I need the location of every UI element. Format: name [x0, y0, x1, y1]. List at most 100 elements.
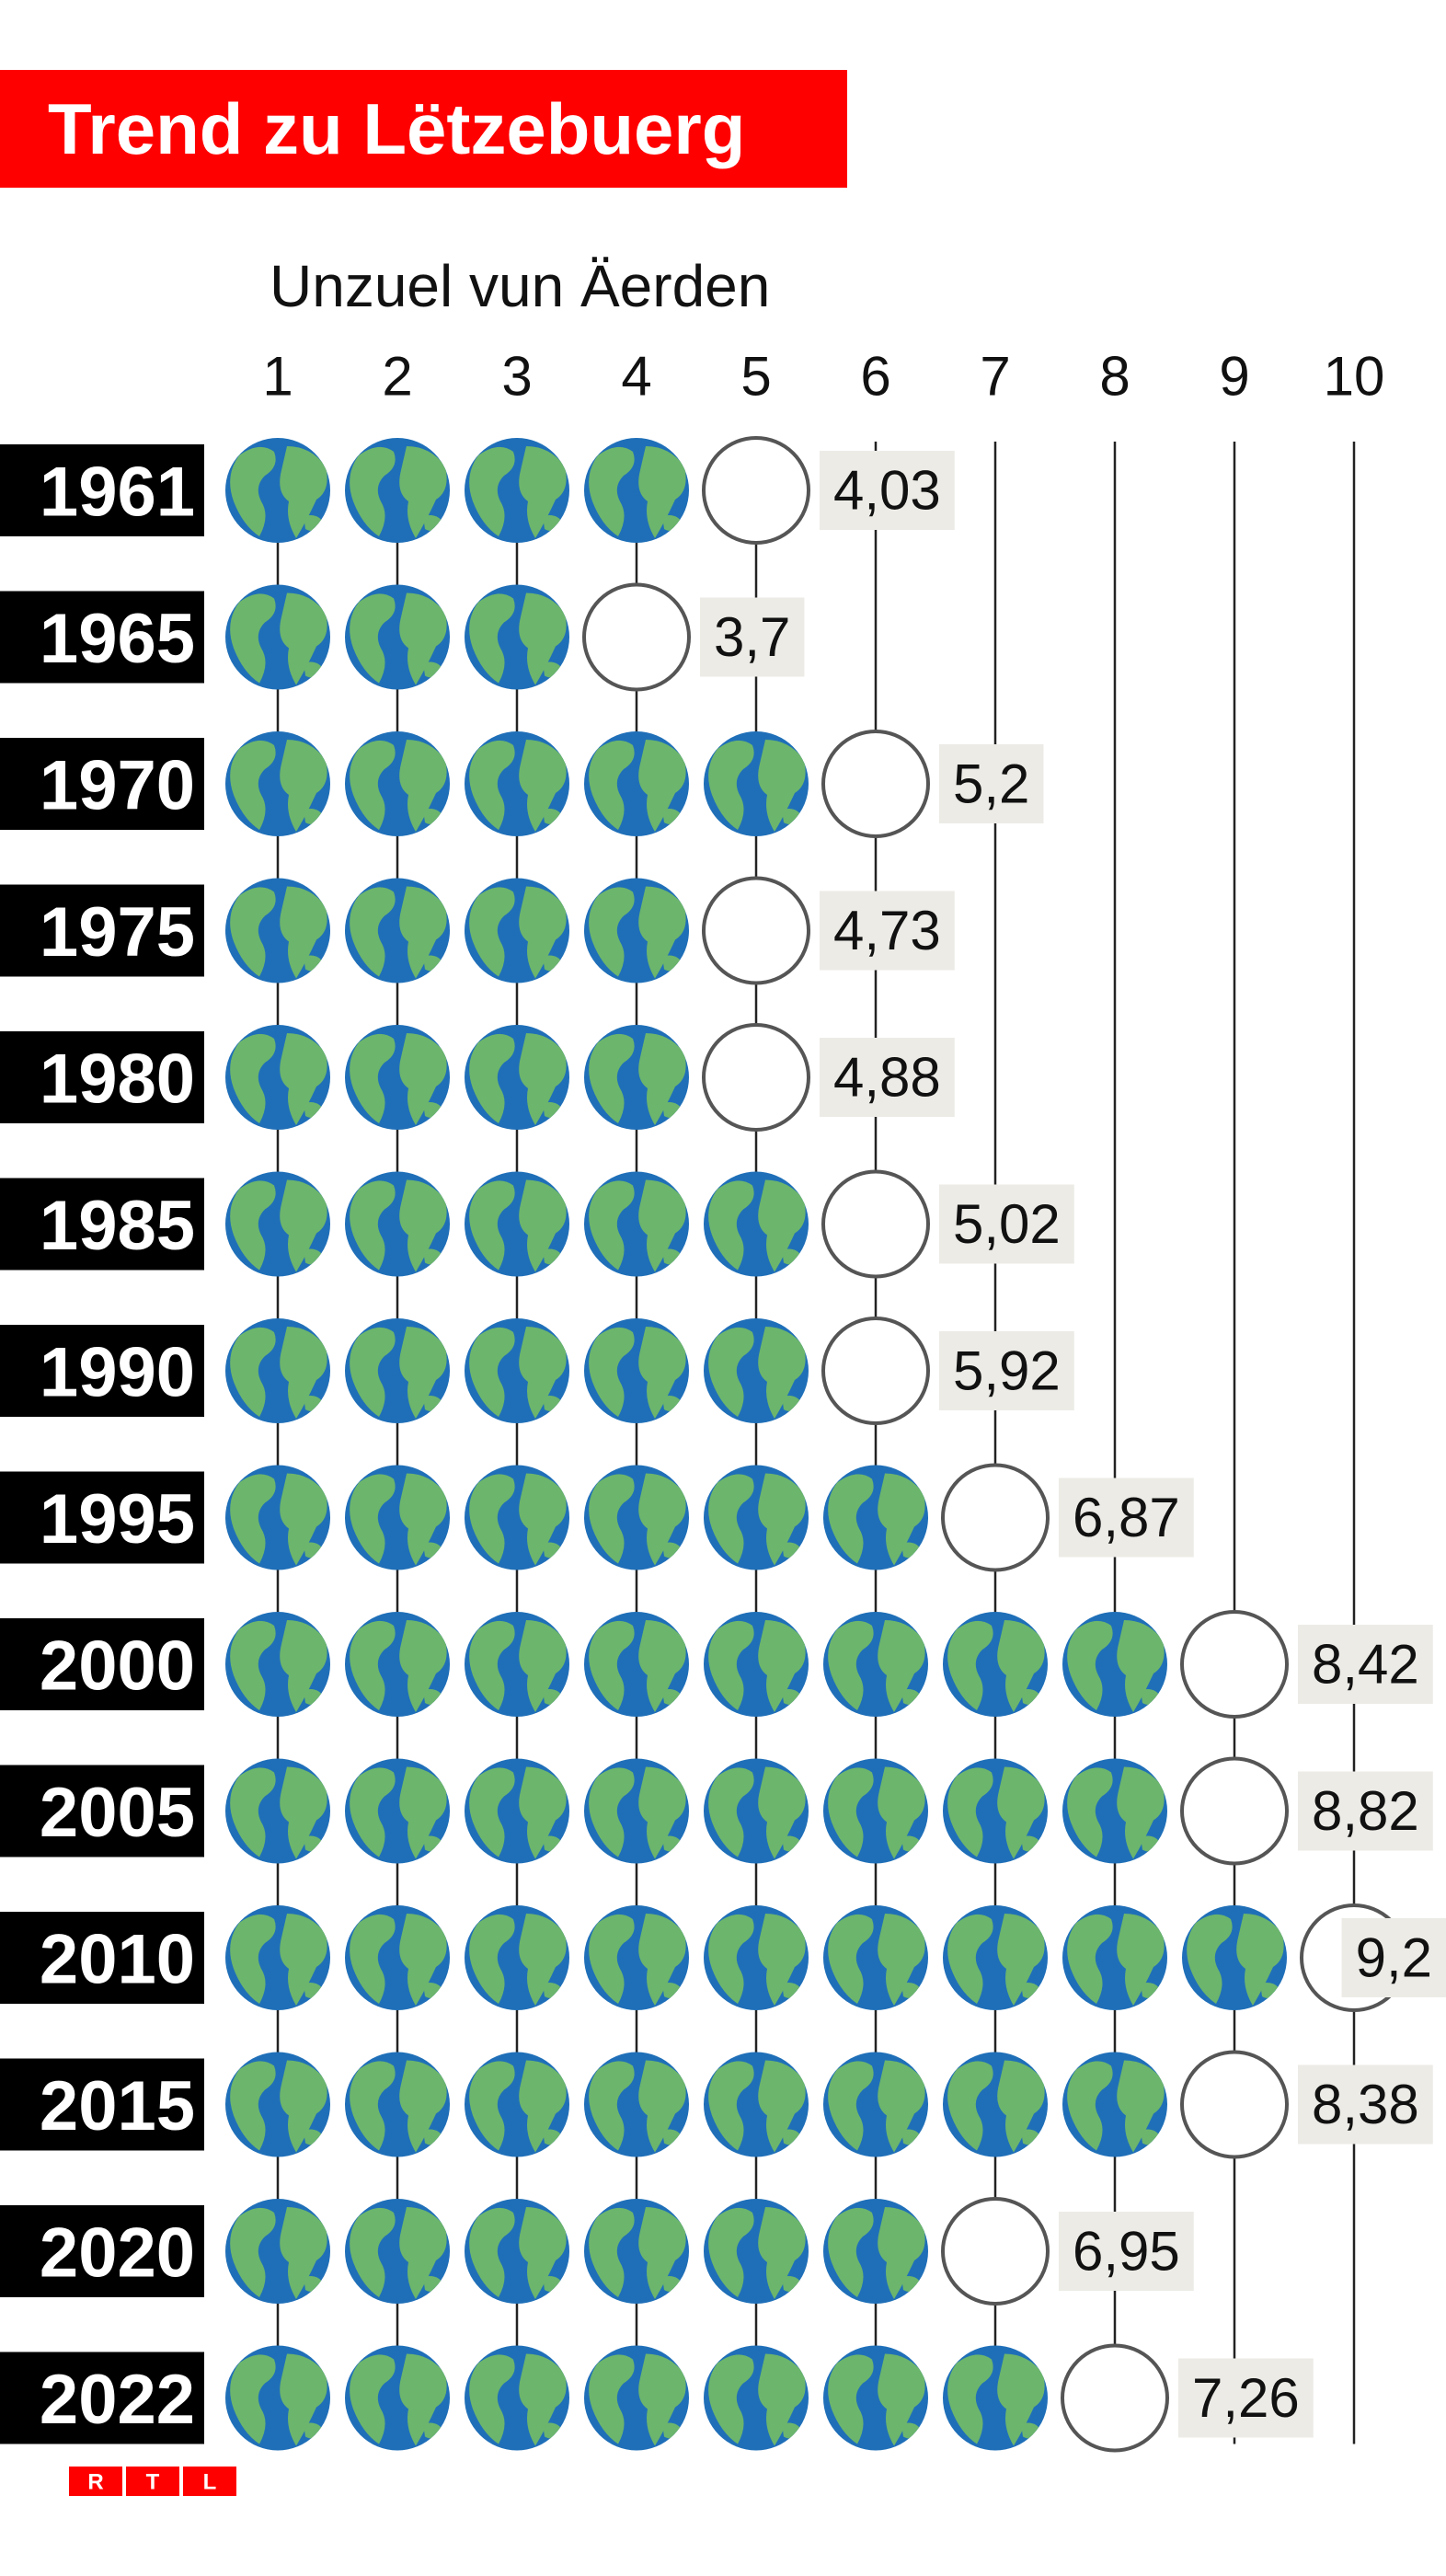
year-label-background: [0, 591, 204, 684]
globe: [704, 2053, 809, 2157]
globe-row: [225, 2197, 1050, 2306]
logo-letter: R: [87, 2470, 103, 2495]
x-tick-label: 4: [621, 346, 651, 408]
partial-globe-outline: [1180, 1610, 1289, 1719]
globe: [345, 2346, 450, 2451]
partial-globe-outline: [1180, 2050, 1289, 2159]
globe: [1062, 1612, 1167, 1717]
value-label: 6,87: [1073, 1487, 1180, 1548]
globe-row: [225, 582, 691, 692]
globe: [465, 1466, 569, 1570]
globe-row: [225, 1317, 930, 1425]
globe: [225, 1172, 330, 1277]
x-tick-label: 5: [740, 346, 771, 408]
globe-row: [225, 730, 930, 838]
year-label-background: [0, 444, 204, 536]
value-label-background: [820, 891, 955, 971]
globe: [704, 1466, 809, 1570]
x-tick-label: 9: [1219, 346, 1249, 408]
globe-row: [225, 1903, 1408, 2012]
globe-row: [225, 1610, 1289, 1719]
globe: [345, 1318, 450, 1423]
globe: [584, 1025, 689, 1130]
globe: [465, 1612, 569, 1717]
globe: [704, 1759, 809, 1864]
globe-row: [225, 436, 810, 545]
globe: [345, 1759, 450, 1864]
globe: [704, 1318, 809, 1423]
value-label: 4,03: [833, 460, 941, 522]
globe: [943, 1612, 1048, 1717]
x-tick-label: 8: [1099, 346, 1130, 408]
year-label-background: [0, 2205, 204, 2297]
partial-globe-outline: [582, 582, 691, 692]
year-label-background: [0, 1765, 204, 1857]
globe-row: [225, 2050, 1289, 2159]
globe: [225, 2053, 330, 2157]
value-label: 4,88: [833, 1047, 941, 1109]
year-label: 1970: [40, 747, 195, 825]
globe: [465, 1172, 569, 1277]
partial-globe-outline: [702, 436, 810, 545]
value-label: 8,38: [1312, 2074, 1419, 2135]
globe: [823, 2053, 928, 2157]
globe: [584, 2053, 689, 2157]
year-label-background: [0, 2352, 204, 2444]
value-label: 9,2: [1356, 1927, 1432, 1989]
globe: [823, 1466, 928, 1570]
globe: [345, 1172, 450, 1277]
partial-globe-outline: [941, 1463, 1050, 1572]
globe: [1062, 1759, 1167, 1864]
year-label-background: [0, 1618, 204, 1710]
globe: [823, 1759, 928, 1864]
globe: [1062, 2053, 1167, 2157]
globe: [584, 1172, 689, 1277]
globe: [345, 1466, 450, 1570]
logo-letter: T: [146, 2470, 160, 2495]
title-background: [0, 70, 847, 188]
value-label: 7,26: [1192, 2367, 1300, 2429]
subtitle: Unzuel vun Äerden: [270, 253, 770, 319]
globe: [465, 1905, 569, 2010]
globe: [943, 2053, 1048, 2157]
globe: [584, 1466, 689, 1570]
globe: [704, 2199, 809, 2304]
value-label: 5,02: [953, 1193, 1061, 1255]
globe: [225, 2199, 330, 2304]
globe-row: [225, 1756, 1289, 1866]
globe: [823, 1905, 928, 2010]
globe-row: [225, 2343, 1169, 2453]
globe: [465, 438, 569, 543]
year-label: 2020: [40, 2214, 195, 2293]
logo-box: [69, 2467, 122, 2496]
globe: [225, 1612, 330, 1717]
rows: 1961 4,03 1965 3,7 1970 5,2 1975 4,73 1980 4,88 19…: [0, 436, 1446, 2453]
value-label: 3,7: [714, 606, 790, 668]
partial-globe-outline: [941, 2197, 1050, 2306]
globe: [584, 1318, 689, 1423]
globe: [345, 1905, 450, 2010]
globe: [465, 1318, 569, 1423]
globe: [823, 2199, 928, 2304]
year-label: 1990: [40, 1334, 195, 1412]
globe: [704, 1172, 809, 1277]
globe: [345, 585, 450, 690]
globe: [704, 1612, 809, 1717]
partial-globe-outline: [821, 1317, 930, 1425]
globe: [584, 1759, 689, 1864]
globe: [584, 731, 689, 836]
globe: [225, 1759, 330, 1864]
year-label-background: [0, 2058, 204, 2151]
partial-globe-outline: [702, 1023, 810, 1132]
value-label: 5,92: [953, 1340, 1061, 1402]
globe: [704, 2346, 809, 2451]
x-tick-label: 7: [980, 346, 1010, 408]
globe: [225, 1905, 330, 2010]
x-tick-label: 10: [1324, 346, 1385, 408]
value-label-background: [1341, 1918, 1446, 1997]
year-label: 1961: [40, 454, 195, 532]
globe: [465, 585, 569, 690]
value-label-background: [820, 451, 955, 530]
